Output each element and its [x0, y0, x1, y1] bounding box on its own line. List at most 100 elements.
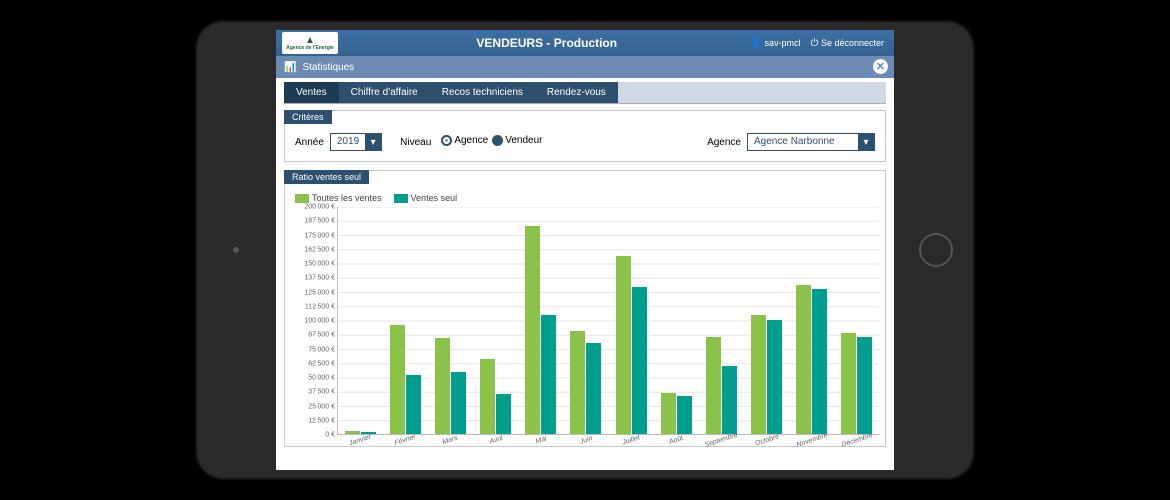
- bar-series-a: [570, 331, 585, 434]
- panel-header: 📊 Statistiques ✕: [276, 56, 894, 78]
- chevron-down-icon: ▾: [858, 134, 874, 150]
- logout-button[interactable]: ⏻ Se déconnecter: [811, 38, 884, 49]
- bar-series-b: [767, 320, 782, 435]
- y-tick: 162 500 €: [304, 246, 335, 253]
- y-tick: 112 500 €: [305, 303, 335, 310]
- tablet-home-button[interactable]: [919, 233, 953, 267]
- x-axis-labels: JanvierFévrierMarsAvrilMaiJuinJuilletAoû…: [337, 435, 879, 442]
- user-icon: 👤: [750, 38, 762, 49]
- agency-field: Agence Agence Narbonne ▾: [707, 133, 875, 151]
- level-label: Niveau: [400, 137, 431, 148]
- year-value: 2019: [331, 134, 365, 150]
- tab-ventes[interactable]: Ventes: [284, 82, 339, 103]
- level-field: Niveau Agence Vendeur: [400, 135, 542, 149]
- logo-mark: ▲: [305, 36, 315, 46]
- legend-item: Toutes les ventes: [295, 193, 382, 203]
- bar-series-a: [435, 338, 450, 434]
- bar-series-a: [390, 325, 405, 434]
- bar-series-a: [661, 393, 676, 434]
- bar-series-a: [480, 359, 495, 434]
- criteria-label: Critères: [284, 110, 332, 124]
- y-tick: 75 000 €: [308, 346, 335, 353]
- bar-group: [789, 207, 834, 434]
- radio-agence[interactable]: Agence: [441, 135, 488, 146]
- criteria-box: Critères Année 2019 ▾ Niveau Agence Vende…: [284, 110, 886, 162]
- bar-series-b: [451, 372, 466, 434]
- year-label: Année: [295, 137, 324, 148]
- bar-series-a: [706, 337, 721, 435]
- year-field: Année 2019 ▾: [295, 133, 382, 151]
- y-tick: 100 000 €: [304, 318, 335, 325]
- user-name: sav-pmcl: [765, 38, 801, 48]
- user-label[interactable]: 👤 sav-pmcl: [750, 38, 801, 49]
- bar-series-b: [496, 394, 511, 434]
- y-tick: 12 500 €: [308, 417, 335, 424]
- y-tick: 0 €: [325, 432, 335, 439]
- tab-bar: VentesChiffre d'affaireRecos techniciens…: [284, 82, 886, 104]
- bar-series-b: [722, 366, 737, 434]
- close-icon[interactable]: ✕: [873, 59, 888, 74]
- legend-item: Ventes seul: [394, 193, 458, 203]
- logout-text: Se déconnecter: [821, 38, 884, 48]
- bar-series-a: [841, 333, 856, 434]
- bar-series-b: [812, 289, 827, 434]
- bar-series-a: [616, 256, 631, 434]
- chevron-down-icon: ▾: [365, 134, 381, 150]
- tab-rendez-vous[interactable]: Rendez-vous: [535, 82, 618, 103]
- chart-label: Ratio ventes seul: [284, 170, 369, 184]
- tab-recos-techniciens[interactable]: Recos techniciens: [430, 82, 535, 103]
- app-screen: ▲ Agence de l'Energie VENDEURS - Product…: [276, 30, 894, 470]
- brand-logo: ▲ Agence de l'Energie: [282, 32, 338, 54]
- y-tick: 50 000 €: [308, 375, 335, 382]
- bar-group: [834, 207, 879, 434]
- bar-group: [518, 207, 563, 434]
- bar-group: [473, 207, 518, 434]
- y-tick: 62 500 €: [308, 360, 335, 367]
- bar-group: [654, 207, 699, 434]
- agency-value: Agence Narbonne: [748, 134, 858, 150]
- y-tick: 125 000 €: [304, 289, 335, 296]
- tab-chiffre-d-affaire[interactable]: Chiffre d'affaire: [339, 82, 430, 103]
- bar-group: [608, 207, 653, 434]
- bar-group: [563, 207, 608, 434]
- y-tick: 175 000 €: [304, 232, 335, 239]
- chart-legend: Toutes les ventes Ventes seul: [295, 193, 879, 203]
- chart-plot: [337, 207, 879, 435]
- chart-box: Ratio ventes seul Toutes les ventes Vente…: [284, 170, 886, 447]
- y-tick: 37 500 €: [308, 389, 335, 396]
- tablet-frame: ▲ Agence de l'Energie VENDEURS - Product…: [195, 20, 975, 480]
- radio-dot-icon: [492, 135, 503, 146]
- bar-series-b: [586, 343, 601, 434]
- y-tick: 25 000 €: [308, 403, 335, 410]
- y-axis: 0 €12 500 €25 000 €37 500 €50 000 €62 50…: [291, 207, 337, 435]
- y-tick: 150 000 €: [304, 261, 335, 268]
- y-tick: 200 000 €: [304, 204, 335, 211]
- bar-series-a: [525, 226, 540, 434]
- logo-text: Agence de l'Energie: [286, 46, 334, 51]
- bar-series-b: [541, 315, 556, 434]
- legend-swatch: [394, 194, 408, 203]
- y-tick: 187 500 €: [304, 218, 335, 225]
- bar-series-a: [751, 315, 766, 434]
- year-select[interactable]: 2019 ▾: [330, 133, 382, 151]
- radio-dot-icon: [441, 135, 452, 146]
- stats-icon: 📊: [284, 62, 296, 73]
- bar-series-b: [857, 337, 872, 435]
- radio-label: Agence: [454, 135, 488, 146]
- agency-label: Agence: [707, 137, 741, 148]
- bar-group: [428, 207, 473, 434]
- bar-group: [338, 207, 383, 434]
- page-title: VENDEURS - Production: [344, 36, 750, 50]
- app-bar: ▲ Agence de l'Energie VENDEURS - Product…: [276, 30, 894, 56]
- bar-group: [744, 207, 789, 434]
- bar-series-b: [632, 287, 647, 435]
- panel-title: Statistiques: [302, 62, 354, 73]
- chart-bars: [338, 207, 879, 434]
- bar-series-a: [796, 285, 811, 434]
- bar-series-b: [406, 375, 421, 434]
- y-tick: 87 500 €: [308, 332, 335, 339]
- bar-group: [699, 207, 744, 434]
- power-icon: ⏻: [811, 38, 819, 49]
- radio-vendeur[interactable]: Vendeur: [492, 135, 542, 146]
- agency-select[interactable]: Agence Narbonne ▾: [747, 133, 875, 151]
